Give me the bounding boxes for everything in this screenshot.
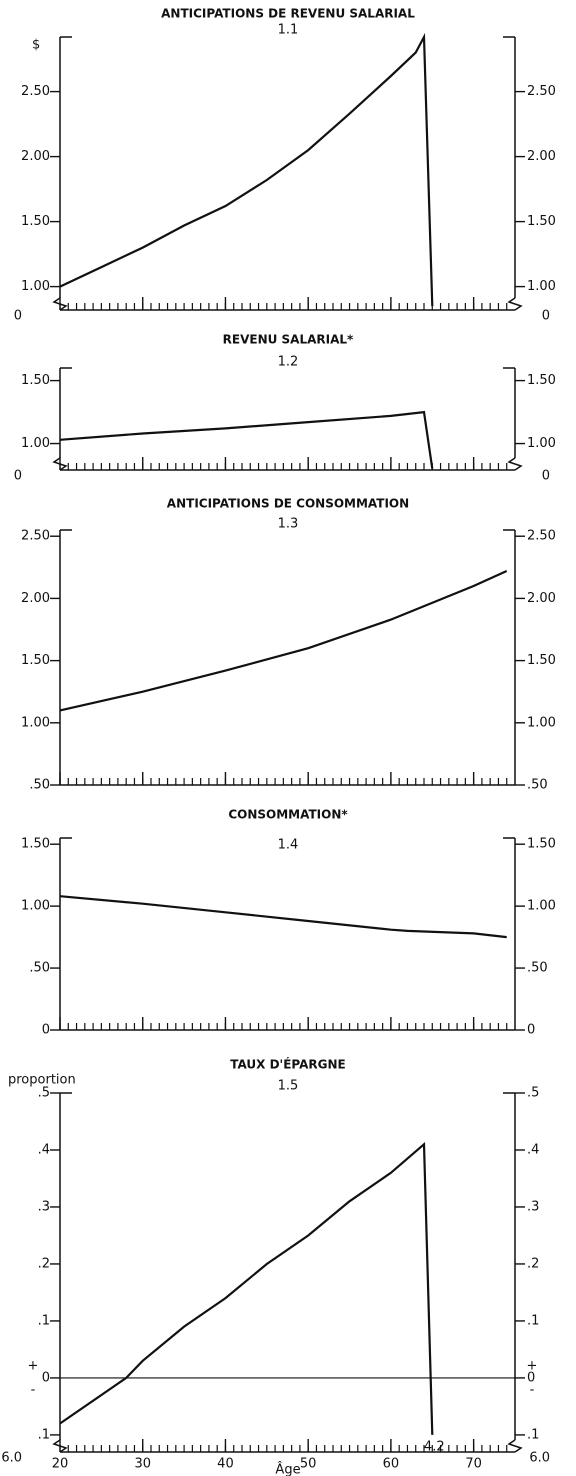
y-tick-label-right: 1.00: [527, 899, 556, 914]
y-tick-label: 1.50: [21, 373, 50, 388]
y-tick-label-right: 2.00: [527, 149, 556, 164]
y-tick-label-right: 1.50: [527, 653, 556, 668]
y-tick-label-right: 2.50: [527, 84, 556, 99]
y-tick-label-right: 1.50: [527, 373, 556, 388]
panel-title: ANTICIPATIONS DE REVENU SALARIAL: [161, 7, 415, 21]
y-tick-label-right: 2.00: [527, 591, 556, 606]
y-tick-label: 1.50: [21, 653, 50, 668]
y-tick-label: 2.00: [21, 591, 50, 606]
data-line: [59, 32, 434, 307]
y-tick-label-right: 2.50: [527, 529, 556, 544]
y-tick-label-right: .1: [527, 1427, 539, 1442]
break-label: 0: [14, 309, 22, 324]
y-tick-label-right: .4: [527, 1142, 539, 1157]
panel-number: 1.4: [278, 838, 299, 853]
zero-sign: -: [530, 1382, 535, 1397]
y-tick-label-right: 1.00: [527, 279, 556, 294]
y-tick-label: 1.00: [21, 436, 50, 451]
y-tick-label: .50: [29, 961, 50, 976]
break-label: 0: [14, 469, 22, 484]
y-tick-label-right: .1: [527, 1313, 539, 1328]
y-tick-label-right: 1.00: [527, 436, 556, 451]
unit-label: proportion: [8, 1073, 76, 1088]
y-tick-label: 1.00: [21, 715, 50, 730]
break-label: 6.0: [529, 1451, 550, 1466]
panel-title: ANTICIPATIONS DE CONSOMMATION: [167, 497, 409, 511]
y-tick-label: 1.00: [21, 899, 50, 914]
y-tick-label: 2.50: [21, 529, 50, 544]
y-tick-label: .50: [29, 778, 50, 793]
panel-title: REVENU SALARIAL*: [223, 333, 354, 347]
y-tick-label: 2.00: [21, 149, 50, 164]
break-label: 0: [542, 469, 550, 484]
x-axis-label: Âge: [275, 1462, 300, 1476]
panel-number: 1.3: [278, 517, 299, 532]
y-tick-label-right: .50: [527, 961, 548, 976]
zero-sign: +: [527, 1358, 538, 1373]
y-tick-label-right: 1.00: [527, 715, 556, 730]
zero-sign: -: [31, 1382, 36, 1397]
data-line: [59, 895, 507, 939]
y-tick-label-right: .2: [527, 1256, 539, 1271]
axis-break: [507, 1439, 523, 1453]
x-tick-label: 50: [300, 1457, 317, 1472]
y-tick-label: 1.50: [21, 837, 50, 852]
y-tick-label: 0: [42, 1023, 50, 1038]
y-tick-label: 1.50: [21, 214, 50, 229]
annotation: 4.2: [424, 1439, 445, 1454]
axis-break: [507, 457, 523, 471]
zero-sign: +: [28, 1358, 39, 1373]
break-label: 0: [542, 309, 550, 324]
data-line: [59, 410, 434, 469]
y-tick-label: 0: [42, 1370, 50, 1385]
y-tick-label: .1: [38, 1427, 50, 1442]
panel-number: 1.2: [278, 355, 299, 370]
y-tick-label-right: 1.50: [527, 214, 556, 229]
panel-number: 1.5: [278, 1079, 299, 1094]
y-tick-label-right: 0: [527, 1370, 535, 1385]
y-tick-label: 1.00: [21, 279, 50, 294]
x-tick-label: 40: [217, 1457, 234, 1472]
x-tick-label: 60: [383, 1457, 400, 1472]
y-tick-label: .4: [38, 1142, 50, 1157]
data-line: [59, 1141, 434, 1435]
y-tick-label: .3: [38, 1199, 50, 1214]
axis-break: [507, 297, 523, 311]
data-line: [59, 569, 508, 712]
y-tick-label-right: 1.50: [527, 837, 556, 852]
x-tick-label: 30: [134, 1457, 151, 1472]
panel-title: CONSOMMATION*: [228, 808, 348, 822]
y-tick-label-right: 0: [527, 1023, 535, 1038]
panel-title: TAUX D'ÉPARGNE: [230, 1057, 346, 1072]
unit-label: $: [32, 38, 40, 53]
y-tick-label: .5: [38, 1086, 50, 1101]
y-tick-label-right: .50: [527, 778, 548, 793]
panel-number: 1.1: [278, 23, 299, 38]
y-tick-label-right: .5: [527, 1086, 539, 1101]
break-label: 6.0: [1, 1451, 22, 1466]
x-tick-label: 20: [52, 1457, 69, 1472]
x-tick-label: 70: [465, 1457, 482, 1472]
y-tick-label-right: .3: [527, 1199, 539, 1214]
y-tick-label: .2: [38, 1256, 50, 1271]
y-tick-label: 2.50: [21, 84, 50, 99]
y-tick-label: .1: [38, 1313, 50, 1328]
